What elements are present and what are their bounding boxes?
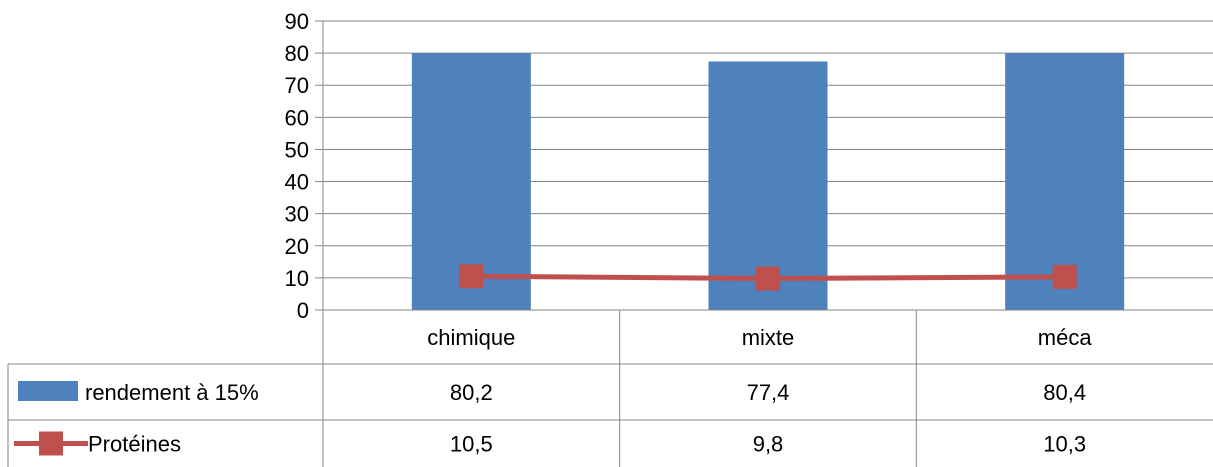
x-tick-label: méca bbox=[1038, 325, 1093, 350]
data-table: chimique mixte méca rendement à 15% 80,2 77,4… bbox=[7, 309, 1213, 467]
line-marker-méca bbox=[1052, 264, 1077, 289]
data-label: 9,8 bbox=[753, 432, 784, 457]
y-tick-label: 70 bbox=[285, 73, 309, 98]
y-tick-label: 40 bbox=[285, 170, 309, 195]
legend-label: Protéines bbox=[88, 432, 181, 457]
x-tick-label: chimique bbox=[427, 325, 515, 350]
x-tick-label: mixte bbox=[742, 325, 795, 350]
y-tick-label: 50 bbox=[285, 137, 309, 162]
y-tick-label: 20 bbox=[285, 234, 309, 259]
y-tick-label: 90 bbox=[285, 9, 309, 34]
legend-key-marker bbox=[39, 431, 63, 456]
y-tick-label: 0 bbox=[297, 298, 309, 323]
y-axis: 0 10 20 30 40 50 60 70 80 90 bbox=[285, 9, 324, 467]
legend-key-bar bbox=[18, 381, 78, 401]
y-tick-label: 60 bbox=[285, 105, 309, 130]
data-label: 10,3 bbox=[1043, 432, 1086, 457]
y-tick-label: 30 bbox=[285, 202, 309, 227]
data-label: 80,2 bbox=[450, 380, 493, 405]
y-tick-label: 80 bbox=[285, 41, 309, 66]
line-marker-chimique bbox=[459, 264, 484, 289]
data-label: 80,4 bbox=[1043, 380, 1086, 405]
line-series bbox=[459, 264, 1077, 291]
line-marker-mixte bbox=[756, 266, 780, 291]
data-label: 77,4 bbox=[747, 380, 790, 405]
legend-label: rendement à 15% bbox=[85, 380, 259, 405]
data-label: 10,5 bbox=[450, 432, 493, 457]
y-tick-label: 10 bbox=[285, 266, 309, 291]
